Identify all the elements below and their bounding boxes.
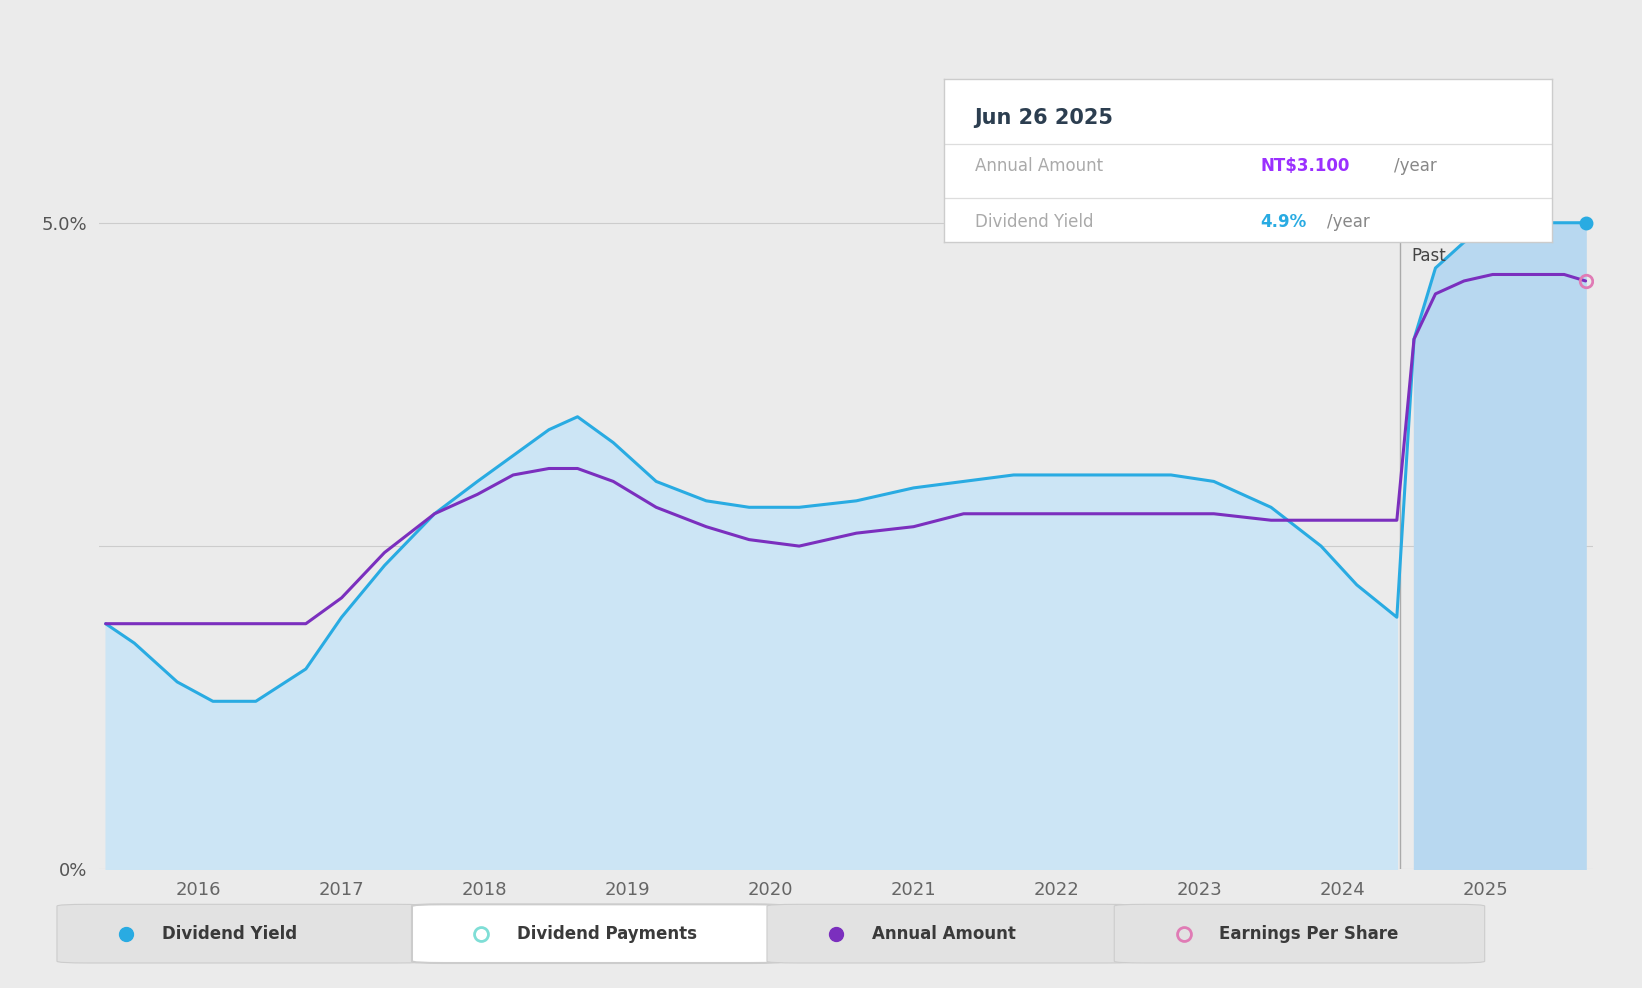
Text: 4.9%: 4.9% (1259, 212, 1307, 231)
Text: /year: /year (1327, 212, 1369, 231)
FancyBboxPatch shape (57, 904, 427, 963)
Text: Dividend Yield: Dividend Yield (163, 925, 297, 943)
Text: NT$3.100: NT$3.100 (1259, 157, 1350, 175)
Text: Past: Past (1410, 247, 1447, 265)
Text: Jun 26 2025: Jun 26 2025 (975, 109, 1113, 128)
FancyBboxPatch shape (1115, 904, 1484, 963)
FancyBboxPatch shape (412, 904, 783, 963)
Text: Dividend Yield: Dividend Yield (975, 212, 1094, 231)
Text: Earnings Per Share: Earnings Per Share (1220, 925, 1399, 943)
Text: Annual Amount: Annual Amount (872, 925, 1016, 943)
Text: /year: /year (1394, 157, 1437, 175)
Text: Dividend Payments: Dividend Payments (517, 925, 696, 943)
FancyBboxPatch shape (767, 904, 1138, 963)
Text: Annual Amount: Annual Amount (975, 157, 1103, 175)
